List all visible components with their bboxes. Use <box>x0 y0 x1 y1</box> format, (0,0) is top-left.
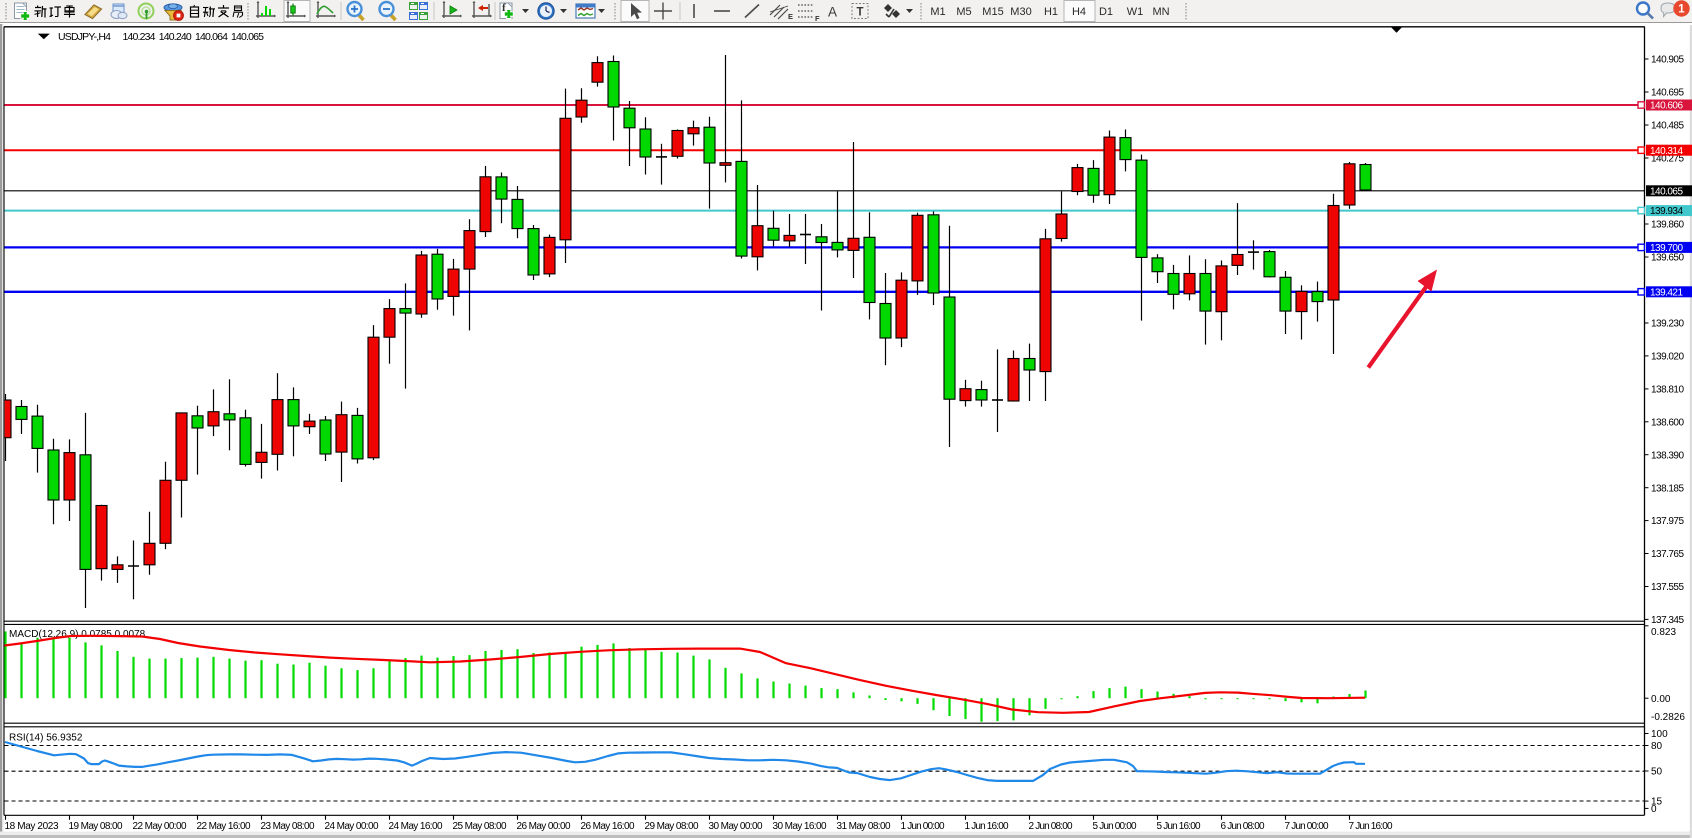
svg-text:MACD(12,26,9) 0.0785 0.0078: MACD(12,26,9) 0.0785 0.0078 <box>9 629 146 640</box>
svg-text:18 May 2023: 18 May 2023 <box>5 821 59 832</box>
svg-text:19 May 08:00: 19 May 08:00 <box>69 821 123 832</box>
svg-text:138.810: 138.810 <box>1651 385 1684 396</box>
svg-text:140.314: 140.314 <box>1650 146 1683 157</box>
svg-text:50: 50 <box>1651 767 1663 778</box>
svg-text:139.650: 139.650 <box>1651 253 1684 264</box>
svg-text:140.065: 140.065 <box>1650 186 1683 197</box>
svg-text:USDJPY-,H4: USDJPY-,H4 <box>58 31 111 43</box>
svg-text:29 May 08:00: 29 May 08:00 <box>645 821 699 832</box>
svg-text:7 Jun 00:00: 7 Jun 00:00 <box>1285 821 1329 832</box>
svg-text:0.823: 0.823 <box>1651 627 1676 638</box>
svg-text:15: 15 <box>1651 797 1663 808</box>
svg-text:137.765: 137.765 <box>1651 549 1684 560</box>
svg-text:140.234: 140.234 <box>123 31 156 43</box>
svg-text:139.020: 139.020 <box>1651 352 1684 363</box>
svg-text:6 Jun 08:00: 6 Jun 08:00 <box>1221 821 1265 832</box>
svg-text:-0.2826: -0.2826 <box>1651 712 1685 723</box>
svg-text:138.600: 138.600 <box>1651 417 1684 428</box>
svg-text:F: F <box>815 14 820 23</box>
svg-text:30 May 00:00: 30 May 00:00 <box>709 821 763 832</box>
svg-text:30 May 16:00: 30 May 16:00 <box>773 821 827 832</box>
svg-text:M30: M30 <box>1010 6 1031 18</box>
svg-text:137.345: 137.345 <box>1651 615 1684 626</box>
svg-text:D1: D1 <box>1099 6 1113 18</box>
svg-text:139.230: 139.230 <box>1651 319 1684 330</box>
svg-text:26 May 16:00: 26 May 16:00 <box>581 821 635 832</box>
svg-text:E: E <box>788 12 793 21</box>
svg-text:31 May 08:00: 31 May 08:00 <box>837 821 891 832</box>
svg-text:H4: H4 <box>1072 6 1086 18</box>
svg-text:RSI(14) 56.9352: RSI(14) 56.9352 <box>9 733 83 744</box>
svg-text:137.555: 137.555 <box>1651 582 1684 593</box>
svg-text:140.275: 140.275 <box>1651 154 1684 165</box>
svg-text:100: 100 <box>1651 729 1668 740</box>
svg-text:2 Jun 08:00: 2 Jun 08:00 <box>1029 821 1073 832</box>
svg-text:80: 80 <box>1651 741 1663 752</box>
svg-text:139.860: 139.860 <box>1651 220 1684 231</box>
svg-text:M5: M5 <box>956 6 971 18</box>
svg-text:M15: M15 <box>982 6 1003 18</box>
svg-text:0: 0 <box>1651 804 1657 815</box>
svg-text:140.905: 140.905 <box>1651 55 1684 66</box>
svg-text:MN: MN <box>1152 6 1169 18</box>
svg-text:0.00: 0.00 <box>1651 694 1671 705</box>
svg-text:T: T <box>857 7 864 19</box>
svg-text:140.485: 140.485 <box>1651 121 1684 132</box>
svg-text:M1: M1 <box>930 6 945 18</box>
svg-text:139.700: 139.700 <box>1650 243 1683 254</box>
svg-text:140.064: 140.064 <box>195 31 228 43</box>
svg-text:25 May 08:00: 25 May 08:00 <box>453 821 507 832</box>
svg-text:22 May 00:00: 22 May 00:00 <box>133 821 187 832</box>
svg-text:139.934: 139.934 <box>1650 206 1683 217</box>
svg-text:1 Jun 00:00: 1 Jun 00:00 <box>901 821 945 832</box>
svg-text:139.421: 139.421 <box>1650 287 1683 298</box>
svg-text:7 Jun 16:00: 7 Jun 16:00 <box>1349 821 1393 832</box>
svg-text:140.065: 140.065 <box>231 31 264 43</box>
svg-text:24 May 00:00: 24 May 00:00 <box>325 821 379 832</box>
svg-text:H1: H1 <box>1044 6 1058 18</box>
svg-text:1 Jun 16:00: 1 Jun 16:00 <box>965 821 1009 832</box>
svg-text:f: f <box>502 2 506 14</box>
svg-text:26 May 00:00: 26 May 00:00 <box>517 821 571 832</box>
svg-text:138.185: 138.185 <box>1651 483 1684 494</box>
svg-text:140.695: 140.695 <box>1651 88 1684 99</box>
svg-text:5 Jun 16:00: 5 Jun 16:00 <box>1157 821 1201 832</box>
svg-text:24 May 16:00: 24 May 16:00 <box>389 821 443 832</box>
svg-text:A: A <box>828 5 837 20</box>
svg-text:137.975: 137.975 <box>1651 516 1684 527</box>
svg-text:W1: W1 <box>1127 6 1144 18</box>
svg-text:5 Jun 00:00: 5 Jun 00:00 <box>1093 821 1137 832</box>
svg-text:140.606: 140.606 <box>1650 101 1683 112</box>
svg-text:140.240: 140.240 <box>159 31 192 43</box>
svg-text:23 May 08:00: 23 May 08:00 <box>261 821 315 832</box>
svg-text:22 May 16:00: 22 May 16:00 <box>197 821 251 832</box>
svg-text:1: 1 <box>1678 4 1685 16</box>
svg-text:138.390: 138.390 <box>1651 450 1684 461</box>
